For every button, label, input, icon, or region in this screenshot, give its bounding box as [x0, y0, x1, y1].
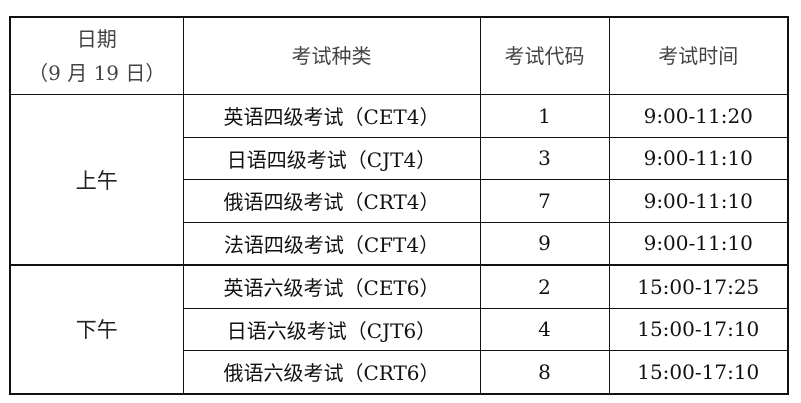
exam-time-cell: 9:00-11:10: [608, 221, 789, 266]
exam-code-cell: 1: [479, 94, 610, 138]
exam-time-cell: 9:00-11:10: [608, 179, 789, 223]
header-exam-code: 考试代码: [479, 16, 610, 95]
table-row: 俄语四级考试（CRT4） 7 9:00-11:10: [10, 179, 789, 223]
period-cell: 上午: [9, 94, 184, 266]
exam-schedule-table: 日期 （9 月 19 日） 考试种类 考试代码 考试时间 上午 英语四级考试（CE…: [9, 16, 789, 395]
exam-time-cell: 9:00-11:10: [608, 136, 789, 180]
table-row: 上午 英语四级考试（CET4） 1 9:00-11:20: [9, 94, 789, 266]
exam-type-cell: 法语四级考试（CFT4）: [182, 221, 481, 266]
exam-time-cell: 9:00-11:20: [608, 94, 789, 138]
exam-type-cell: 英语四级考试（CET4）: [182, 94, 481, 138]
table-row: 日语四级考试（CJT4） 3 9:00-11:10: [10, 136, 789, 180]
exam-code-cell: 3: [479, 136, 610, 180]
header-date: 日期 （9 月 19 日）: [9, 16, 184, 95]
header-date-label: 日期: [76, 27, 117, 51]
table-row: 日语六级考试（CJT6） 4 15:00-17:10: [10, 307, 789, 351]
exam-type-cell: 俄语六级考试（CRT6）: [182, 350, 481, 394]
exam-code-cell: 4: [479, 307, 610, 351]
period-cell: 下午: [9, 264, 184, 394]
exam-code-cell: 7: [479, 179, 610, 223]
table-row: 俄语六级考试（CRT6） 8 15:00-17:10: [10, 350, 789, 394]
exam-time-cell: 15:00-17:25: [608, 264, 789, 309]
header-exam-time: 考试时间: [608, 16, 789, 95]
exam-type-cell: 俄语四级考试（CRT4）: [182, 179, 481, 223]
exam-code-cell: 8: [479, 350, 610, 394]
exam-code-cell: 9: [479, 221, 610, 266]
table-row: 下午 英语六级考试（CET6） 2 15:00-17:25: [9, 264, 789, 394]
exam-type-cell: 日语四级考试（CJT4）: [182, 136, 481, 180]
exam-type-cell: 英语六级考试（CET6）: [182, 264, 481, 309]
exam-time-cell: 15:00-17:10: [608, 307, 789, 351]
exam-type-cell: 日语六级考试（CJT6）: [182, 307, 481, 351]
header-exam-type: 考试种类: [182, 16, 481, 95]
exam-time-cell: 15:00-17:10: [608, 350, 789, 394]
header-date-value: （9 月 19 日）: [28, 61, 166, 85]
table-row: 法语四级考试（CFT4） 9 9:00-11:10: [10, 221, 789, 266]
header-row: 日期 （9 月 19 日） 考试种类 考试代码 考试时间: [9, 16, 789, 95]
exam-code-cell: 2: [479, 264, 610, 309]
